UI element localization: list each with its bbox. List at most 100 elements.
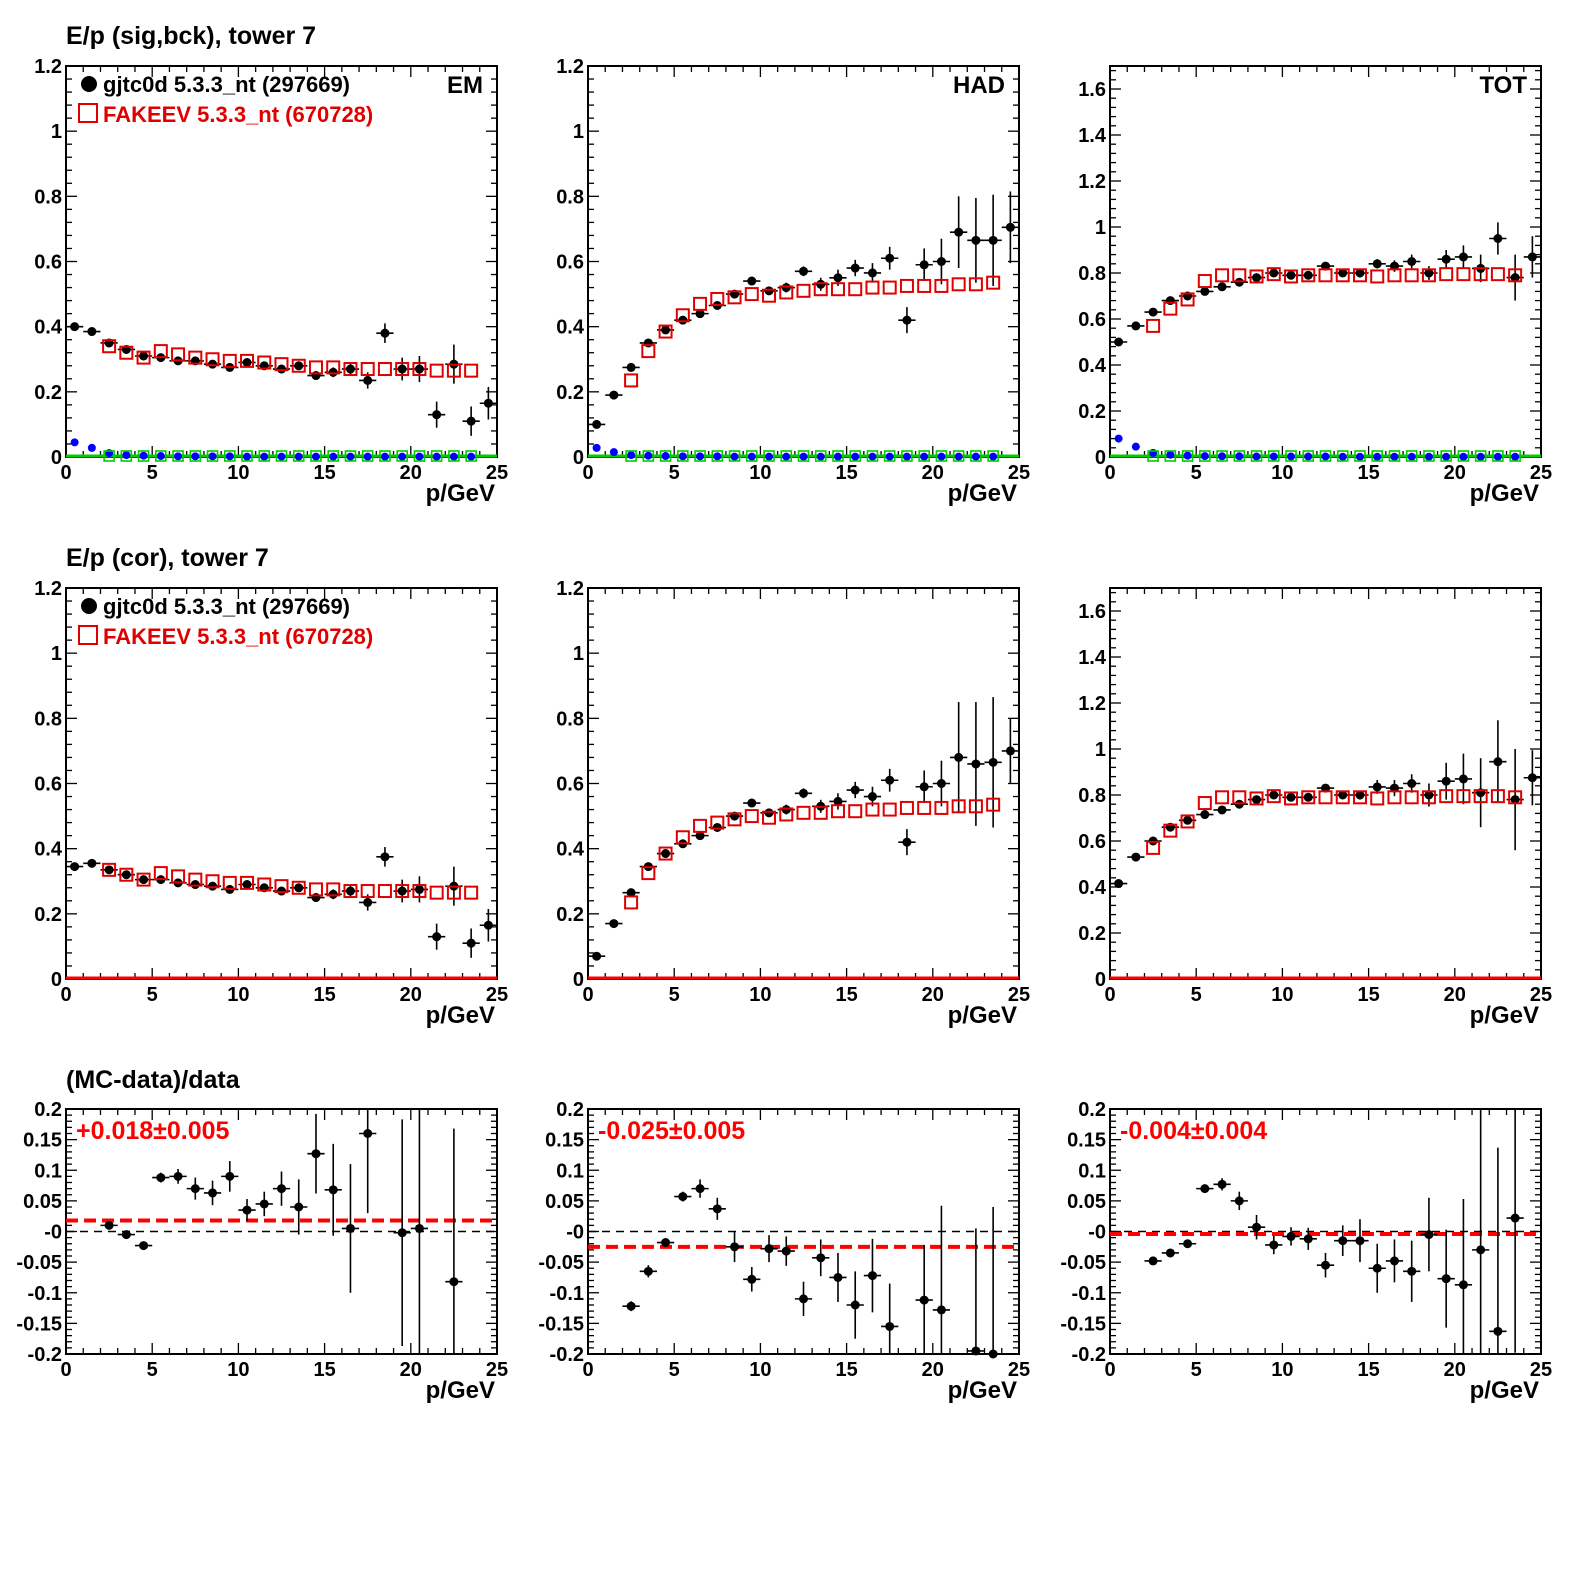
bkg-data-point (294, 452, 303, 461)
bkg-mc-point (952, 450, 965, 462)
mc-point (830, 804, 845, 819)
mc-point (291, 880, 306, 895)
y-tick-label: 0 (51, 969, 62, 991)
x-tick-label: 10 (227, 1359, 249, 1381)
bkg-data-point (765, 452, 774, 461)
bkg-mc-point (1285, 450, 1297, 462)
panel-corner-label: HAD (953, 72, 1005, 99)
bkg-data-point (432, 452, 441, 461)
bkg-mc-point (832, 450, 844, 462)
bkg-mc-point (1457, 450, 1470, 462)
bkg-data-point (1287, 452, 1296, 461)
bkg-data-point (592, 443, 601, 452)
data-point (781, 283, 791, 293)
bkg-data-point (1269, 452, 1278, 461)
bkg-data-point (868, 452, 877, 461)
x-tick-label: 5 (1191, 1359, 1202, 1381)
mc-point (429, 885, 444, 900)
mc-point (395, 884, 410, 899)
mc-point (205, 352, 220, 367)
mc-point (710, 291, 725, 306)
mc-point (1180, 292, 1195, 307)
mc-point (1456, 789, 1471, 804)
mc-point (1335, 790, 1350, 805)
y-tick-label: -0.05 (16, 1252, 62, 1274)
data-point (1355, 268, 1365, 278)
x-axis-label: p/GeV (948, 1377, 1017, 1404)
bkg-mc-point (1388, 450, 1401, 462)
y-tick-label: -0.2 (28, 1344, 62, 1366)
data-point (483, 398, 493, 408)
mc-point (1146, 318, 1161, 333)
data-point (277, 1184, 286, 1194)
bkg-mc-point (292, 450, 305, 462)
bkg-data-point (989, 452, 998, 461)
data-point (885, 253, 895, 263)
y-tick-label: 1.2 (34, 56, 62, 78)
bkg-data-point (730, 452, 739, 461)
data-point (954, 227, 964, 237)
mc-point (848, 282, 863, 297)
data-point (259, 1199, 269, 1209)
mc-point (1352, 268, 1367, 283)
mc-point (1266, 267, 1281, 282)
y-tick-label: 0.2 (1078, 923, 1106, 945)
data-point (1165, 1248, 1175, 1258)
data-point (730, 1242, 740, 1252)
mc-point (675, 830, 690, 845)
bkg-data-point (1235, 452, 1244, 461)
bkg-data-point (816, 452, 825, 461)
mc-point (326, 882, 341, 897)
bkg-mc-point (241, 450, 253, 462)
mc-point (779, 807, 794, 822)
y-tick-label: 0.4 (1078, 877, 1107, 899)
data-point (885, 775, 895, 785)
bkg-mc-point (1267, 450, 1280, 462)
mc-point (1180, 814, 1195, 829)
data-point (971, 759, 981, 769)
data-point (919, 1295, 929, 1305)
x-tick-label: 10 (1271, 462, 1293, 484)
legend-mc-marker (78, 103, 98, 123)
data-point (1200, 1184, 1210, 1194)
bkg-mc-point (379, 450, 391, 462)
legend-mc-label: FAKEEV 5.3.3_nt (670728) (103, 624, 373, 649)
bkg-mc-point (120, 450, 133, 462)
x-tick-label: 0 (60, 1359, 71, 1381)
data-point (988, 235, 998, 245)
data-point (190, 880, 200, 890)
data-point (1338, 790, 1348, 800)
bkg-mc-point (1164, 450, 1177, 462)
mc-point (1266, 789, 1281, 804)
mc-point (917, 278, 932, 293)
y-tick-label: 1.2 (556, 56, 584, 78)
bkg-mc-point (1147, 450, 1159, 462)
bkg-data-point (1476, 452, 1485, 461)
data-point (1217, 1179, 1227, 1189)
y-tick-label: 0.6 (556, 252, 584, 274)
x-tick-label: 5 (147, 1359, 158, 1381)
legend-data-marker (81, 598, 97, 614)
data-point (363, 897, 373, 907)
bkg-data-point (920, 452, 929, 461)
mc-point (136, 872, 151, 887)
bkg-mc-point (1199, 450, 1211, 462)
mc-point (1473, 267, 1488, 282)
mc-point (1456, 267, 1471, 282)
x-axis-label: p/GeV (426, 480, 495, 507)
data-point (397, 1228, 407, 1238)
x-axis-label: p/GeV (948, 480, 1017, 507)
bkg-mc-point (1181, 450, 1194, 462)
data-point (936, 779, 946, 788)
data-point (190, 1184, 200, 1194)
bkg-data-point (678, 452, 687, 461)
data-point (1458, 774, 1468, 784)
x-axis-label: p/GeV (426, 1002, 495, 1029)
data-point (764, 286, 774, 296)
mc-point (934, 278, 949, 293)
x-tick-label: 20 (1444, 462, 1466, 484)
mc-point (291, 358, 306, 373)
bkg-data-point (1183, 451, 1192, 460)
mc-point (882, 802, 897, 817)
y-tick-label: 1.2 (556, 578, 584, 600)
